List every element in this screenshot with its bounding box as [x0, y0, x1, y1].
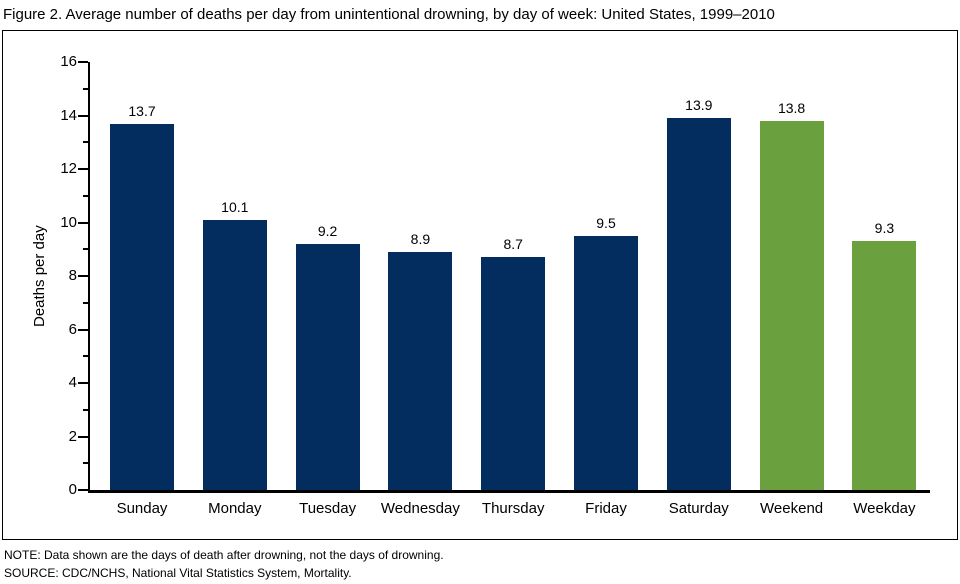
bar-monday — [202, 219, 267, 490]
y-major-tick — [78, 328, 88, 331]
x-tick-label: Weekday — [853, 500, 916, 517]
bar-value-label: 9.3 — [874, 220, 895, 237]
note-text: NOTE: Data shown are the days of death a… — [4, 548, 444, 562]
y-tick-label: 0 — [68, 481, 77, 498]
y-tick-label: 12 — [60, 160, 77, 177]
x-tick-label: Saturday — [668, 500, 729, 517]
y-tick-label: 2 — [68, 427, 77, 445]
x-tick-label: Sunday — [116, 500, 168, 517]
bar-weekend — [759, 120, 824, 490]
y-major-tick — [78, 61, 88, 63]
y-major-tick — [78, 275, 88, 277]
x-tick-label: Wednesday — [380, 500, 460, 517]
plot-area: 0 2 4 6 8 10 12 14 16 13.7 Sunday 10.1 Monday 9.2 Tues… — [60, 53, 930, 517]
bar-value-label: 8.9 — [410, 230, 431, 247]
y-tick-label: 6 — [68, 320, 77, 338]
y-tick-label: 14 — [60, 106, 77, 124]
x-tick-label: Weekend — [760, 500, 824, 517]
chart-frame: Deaths per day 0 2 4 6 8 10 12 14 16 13.7 Sunday 10… — [2, 30, 958, 540]
x-tick-label: Tuesday — [299, 500, 357, 517]
y-minor-tick — [83, 141, 88, 144]
y-minor-tick — [83, 355, 88, 358]
bar-wednesday — [388, 251, 453, 490]
y-major-tick — [78, 221, 88, 224]
x-axis-line — [88, 490, 930, 493]
bar-saturday — [666, 118, 731, 490]
x-tick-label: Thursday — [481, 500, 545, 517]
bar-value-label: 9.5 — [596, 214, 616, 231]
y-minor-tick — [83, 462, 88, 465]
bar-value-label: 13.7 — [128, 102, 156, 119]
figure-title: Figure 2. Average number of deaths per d… — [3, 6, 775, 23]
bar-sunday — [110, 123, 174, 490]
y-minor-tick — [83, 194, 88, 197]
y-major-tick — [78, 382, 88, 384]
y-tick-label: 10 — [60, 213, 77, 231]
bar-tuesday — [295, 243, 360, 490]
y-minor-tick — [83, 87, 88, 90]
y-minor-tick — [83, 408, 88, 411]
bar-value-label: 10.1 — [221, 198, 249, 215]
y-axis-line — [88, 62, 90, 493]
bar-value-label: 13.9 — [685, 97, 713, 114]
y-minor-tick — [83, 301, 88, 304]
y-tick-label: 4 — [68, 374, 77, 391]
bar-value-label: 9.2 — [317, 222, 338, 239]
source-text: SOURCE: CDC/NCHS, National Vital Statist… — [4, 566, 352, 580]
x-tick-label: Friday — [585, 500, 627, 517]
bar-friday — [574, 235, 638, 490]
y-major-tick — [78, 168, 88, 170]
y-minor-tick — [83, 248, 88, 251]
y-major-tick — [78, 114, 88, 117]
bar-thursday — [481, 257, 546, 490]
bar-weekday — [852, 241, 917, 490]
y-tick-label: 8 — [68, 267, 77, 284]
x-tick-label: Monday — [208, 500, 262, 517]
bar-value-label: 8.7 — [503, 236, 523, 253]
y-tick-label: 16 — [60, 53, 77, 70]
y-major-tick — [78, 489, 88, 491]
y-major-tick — [78, 435, 88, 438]
bar-value-label: 13.8 — [777, 99, 806, 116]
